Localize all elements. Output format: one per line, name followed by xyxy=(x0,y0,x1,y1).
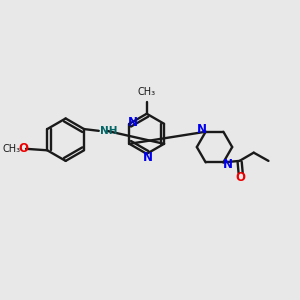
Text: N: N xyxy=(196,123,206,136)
Text: CH₃: CH₃ xyxy=(138,87,156,97)
Text: O: O xyxy=(236,171,246,184)
Text: NH: NH xyxy=(100,126,118,136)
Text: N: N xyxy=(223,158,232,171)
Text: N: N xyxy=(128,116,138,129)
Text: CH₃: CH₃ xyxy=(3,143,21,154)
Text: N: N xyxy=(143,152,153,164)
Text: O: O xyxy=(18,142,28,155)
